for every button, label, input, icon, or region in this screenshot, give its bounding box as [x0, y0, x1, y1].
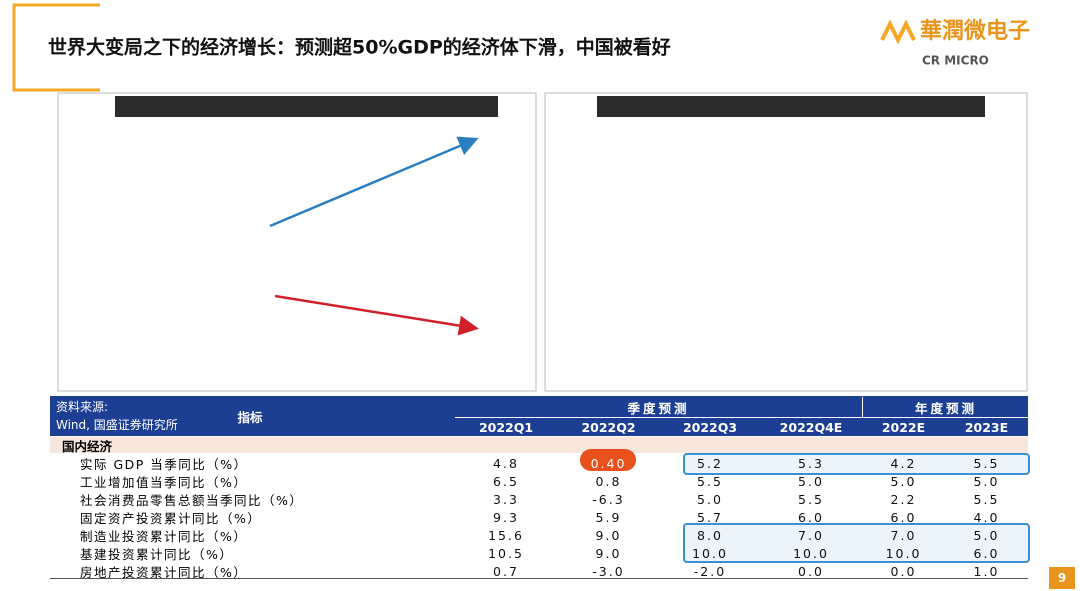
cell: 5.0 [890, 473, 917, 489]
cell: 6.5 [493, 473, 519, 489]
cell: 5.3 [798, 455, 824, 471]
highlight [580, 449, 636, 471]
cell: 5.0 [973, 473, 1000, 489]
cell: 6.0 [973, 545, 1000, 561]
row-label: 房地产投资累计同比（%） [80, 564, 248, 580]
cell: 5.2 [697, 455, 723, 471]
cell: 4.8 [493, 455, 519, 471]
cell: 5.5 [697, 473, 723, 489]
highlight-box [683, 453, 1030, 475]
section: 国内经济 [62, 438, 113, 454]
cell: 6.0 [798, 509, 824, 525]
page-number: 9 [1049, 567, 1075, 589]
indicator: 指标 [237, 409, 263, 425]
cell: 10.0 [692, 545, 728, 561]
cell: 0.0 [798, 563, 824, 579]
cell: -6.3 [592, 491, 625, 507]
source-label: 资料来源: [56, 399, 109, 414]
title-bar [597, 96, 985, 117]
cell: 0.7 [493, 563, 519, 579]
cell: 0.0 [890, 563, 917, 579]
cell: 7.0 [890, 527, 917, 543]
cell: 1.0 [973, 563, 1000, 579]
logo-sub: CR MICRO [922, 54, 989, 68]
cell: 9.0 [595, 545, 622, 561]
panel [57, 92, 537, 392]
cell: 9.3 [493, 509, 519, 525]
line [50, 578, 1028, 579]
section-bg [50, 437, 1028, 453]
cell: 8.0 [697, 527, 723, 543]
column-header: 2023E [945, 417, 1028, 437]
cell: 10.0 [885, 545, 922, 561]
title-bar [115, 96, 498, 117]
row-label: 制造业投资累计同比（%） [80, 528, 248, 544]
logo-icon [880, 19, 916, 45]
arrow [269, 136, 479, 228]
cell: 7.0 [798, 527, 824, 543]
cell: 9.0 [595, 527, 622, 543]
group-label: 年度预测 [862, 397, 1029, 417]
logo: 華潤微电子 [920, 18, 1030, 44]
row-label: 社会消费品零售总额当季同比（%） [80, 492, 304, 508]
cell: 5.7 [697, 509, 723, 525]
cell: -3.0 [592, 563, 625, 579]
cell: 2.2 [890, 491, 917, 507]
group-label: 季度预测 [627, 400, 690, 416]
column-header: 2022Q2 [557, 417, 660, 437]
cell: 5.9 [595, 509, 622, 525]
row-label: 基建投资累计同比（%） [80, 546, 234, 562]
cell: 6.0 [890, 509, 917, 525]
column-header: 2022E [862, 417, 945, 437]
cell: -2.0 [693, 563, 727, 579]
cell: 5.5 [798, 491, 824, 507]
slide-title: 世界大变局之下的经济增长：预测超50%GDP的经济体下滑，中国被看好 [48, 36, 671, 59]
bracket [12, 3, 100, 92]
row-label: 实际 GDP 当季同比（%） [80, 456, 248, 472]
cell: 4.0 [973, 509, 1000, 525]
cell: 0.8 [595, 473, 622, 489]
panel [544, 92, 1028, 392]
cell: 4.2 [890, 455, 917, 471]
cell: 5.5 [973, 455, 1000, 471]
cell: 5.0 [798, 473, 824, 489]
cell: 3.3 [493, 491, 519, 507]
cell: 5.5 [973, 491, 1000, 507]
cell: 5.0 [697, 491, 723, 507]
cell: 10.0 [793, 545, 829, 561]
arrow [274, 294, 479, 336]
column-header: 2022Q3 [660, 417, 760, 437]
row-label: 固定资产投资累计同比（%） [80, 510, 262, 526]
column-header: 2022Q1 [455, 417, 557, 437]
row-label: 工业增加值当季同比（%） [80, 474, 248, 490]
header-bg [50, 396, 1028, 436]
cell: 15.6 [488, 527, 524, 543]
cell: 0.40 [590, 455, 627, 471]
cell: 10.5 [488, 545, 524, 561]
cell: 5.0 [973, 527, 1000, 543]
highlight-box [683, 523, 1030, 563]
source: Wind, 国盛证券研究所 [56, 417, 178, 432]
column-header: 2022Q4E [760, 417, 862, 437]
